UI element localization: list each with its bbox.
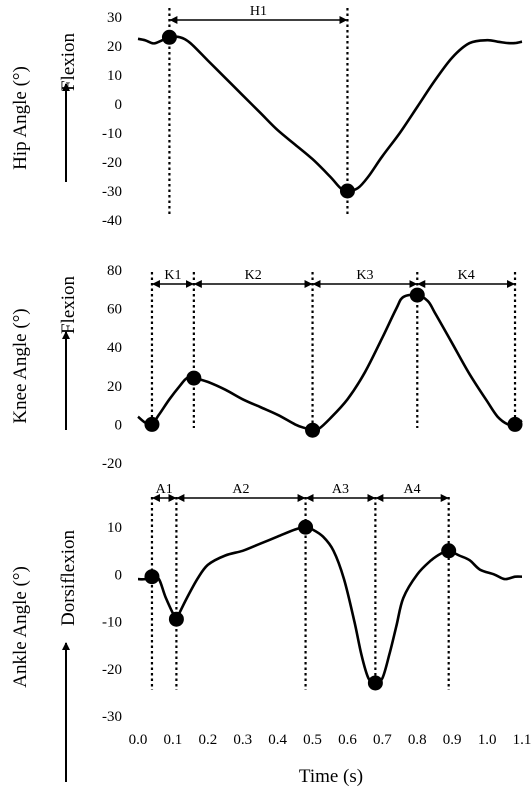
knee-ytick-label: 60 bbox=[107, 302, 122, 318]
ankle-event-marker bbox=[298, 519, 314, 535]
knee-ytick-label: 20 bbox=[107, 379, 122, 395]
hip-ytick-label: 30 bbox=[107, 10, 122, 26]
x-tick-label: 0.2 bbox=[198, 732, 217, 748]
hip-event-marker bbox=[339, 183, 355, 199]
knee-phase-label: K4 bbox=[458, 268, 475, 283]
hip-ytick-label: -40 bbox=[102, 213, 122, 229]
ankle-phase-label: A4 bbox=[403, 482, 420, 497]
x-tick-label: 0.7 bbox=[373, 732, 392, 748]
knee-direction-label: Flexion bbox=[58, 275, 79, 334]
chart-panels: 30 20 10 0 -10 -20 -30 -40 Hip Angle (°) Flexion H… bbox=[10, 4, 523, 782]
hip-ytick-label: 20 bbox=[107, 39, 122, 55]
ankle-event-marker bbox=[441, 543, 457, 559]
knee-event-marker bbox=[507, 416, 523, 432]
ankle-y-axis-label: Ankle Angle (°) bbox=[10, 566, 31, 688]
ankle-phase-label: A3 bbox=[332, 482, 349, 497]
knee-series-line bbox=[137, 293, 523, 432]
x-tick-label: 0.5 bbox=[303, 732, 322, 748]
knee-event-marker bbox=[144, 416, 160, 432]
knee-ytick-label: 0 bbox=[115, 417, 123, 433]
hip-ytick-label: -10 bbox=[102, 126, 122, 142]
x-tick-label: 0.8 bbox=[408, 732, 427, 748]
knee-event-marker bbox=[186, 370, 202, 386]
ankle-direction-label: Dorsiflexion bbox=[58, 529, 79, 626]
hip-series-line bbox=[137, 35, 523, 193]
ankle-panel: 10 0 -10 -20 -30 Ankle Angle (°) Dorsiflexion A… bbox=[10, 482, 523, 782]
hip-ytick-label: 0 bbox=[115, 97, 123, 113]
hip-event-marker bbox=[161, 29, 177, 45]
knee-event-marker bbox=[409, 287, 425, 303]
x-tick-label: 0.9 bbox=[443, 732, 462, 748]
knee-panel: 80 60 40 20 0 -20 Knee Angle (°) Flexion K1 K2 K3 K… bbox=[10, 263, 523, 472]
ankle-phase-label: A1 bbox=[156, 482, 173, 497]
knee-event-marker bbox=[305, 422, 321, 438]
x-tick-label: 1.0 bbox=[478, 732, 497, 748]
ankle-ytick-label: -20 bbox=[102, 662, 122, 678]
knee-phase-label: K1 bbox=[164, 268, 181, 283]
knee-ytick-label: 80 bbox=[107, 263, 122, 279]
knee-phase-label: K2 bbox=[245, 268, 262, 283]
ankle-event-marker bbox=[168, 611, 184, 627]
x-tick-label: 1.1 bbox=[513, 732, 532, 748]
ankle-ytick-label: 10 bbox=[107, 520, 122, 536]
hip-ytick-label: -20 bbox=[102, 155, 122, 171]
ankle-ytick-label: -30 bbox=[102, 709, 122, 725]
ankle-event-marker bbox=[367, 675, 383, 691]
hip-phase-label: H1 bbox=[250, 4, 267, 19]
knee-ytick-label: 40 bbox=[107, 340, 122, 356]
hip-panel: 30 20 10 0 -10 -20 -30 -40 Hip Angle (°) Flexion H… bbox=[10, 4, 523, 229]
hip-ytick-label: 10 bbox=[107, 68, 122, 84]
knee-y-axis-label: Knee Angle (°) bbox=[10, 308, 31, 423]
knee-ytick-label: -20 bbox=[102, 456, 122, 472]
ankle-event-marker bbox=[144, 569, 160, 585]
knee-phase-label: K3 bbox=[356, 268, 373, 283]
x-axis-label: Time (s) bbox=[299, 766, 363, 787]
ankle-ytick-label: -10 bbox=[102, 615, 122, 631]
x-tick-label: 0.1 bbox=[164, 732, 183, 748]
hip-ytick-label: -30 bbox=[102, 184, 122, 200]
ankle-ytick-label: 0 bbox=[115, 567, 123, 583]
hip-direction-label: Flexion bbox=[58, 32, 79, 91]
x-tick-label: 0.6 bbox=[338, 732, 357, 748]
x-tick-label: 0.0 bbox=[129, 732, 148, 748]
x-tick-label: 0.3 bbox=[233, 732, 252, 748]
ankle-phase-label: A2 bbox=[232, 482, 249, 497]
x-tick-label: 0.4 bbox=[268, 732, 287, 748]
x-axis: 0.0 0.1 0.2 0.3 0.4 0.5 0.6 0.7 0.8 0.9 1.0 1.1 bbox=[129, 732, 532, 748]
ankle-series-line bbox=[137, 525, 523, 685]
hip-y-axis-label: Hip Angle (°) bbox=[10, 66, 31, 170]
